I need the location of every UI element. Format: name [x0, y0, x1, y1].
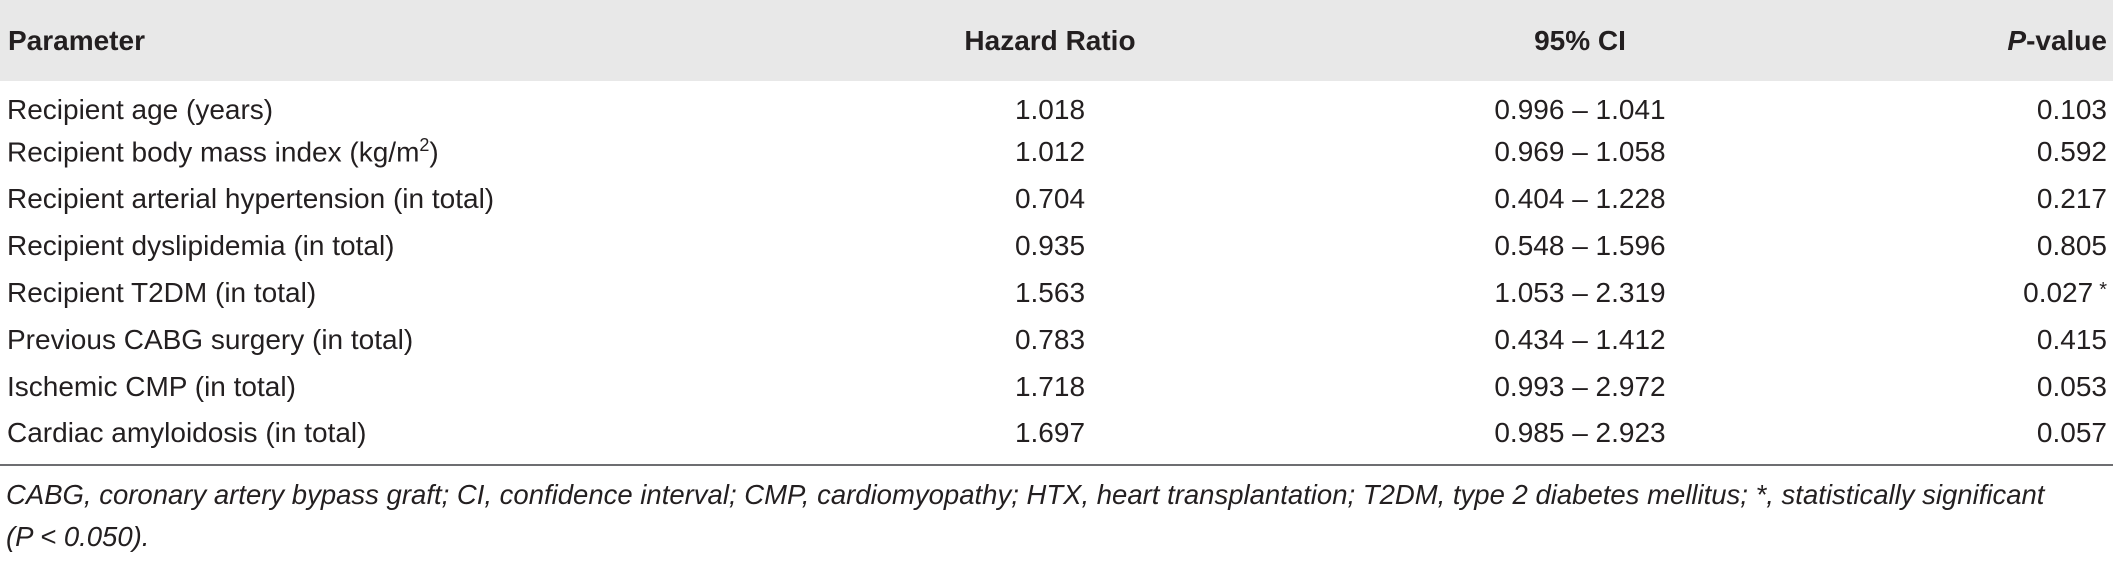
cell-ci: 0.548 – 1.596: [1494, 229, 1666, 261]
cell-parameter: Cardiac amyloidosis (in total): [0, 410, 760, 466]
cell-ci: 0.996 – 1.041: [1494, 94, 1666, 125]
header-p-value-italic: P: [2007, 24, 2027, 56]
cell-p-value: 0.027 *: [1820, 269, 2113, 316]
cell-parameter: Recipient dyslipidemia (in total): [7, 229, 395, 261]
cell-hazard-ratio: 0.783: [1014, 323, 1086, 355]
table-row: Recipient age (years) 1.018 0.996 – 1.04…: [0, 81, 2113, 128]
footnote-line-2: (P < 0.050).: [6, 521, 150, 552]
cell-ci: 0.969 – 1.058: [1494, 135, 1666, 167]
header-p-value: P-value: [1820, 0, 2113, 81]
cell-hazard-ratio: 1.018: [1014, 94, 1086, 125]
cell-parameter: Ischemic CMP (in total): [7, 370, 296, 402]
cell-p-value: 0.217: [2036, 182, 2107, 214]
significance-mark: *: [2099, 278, 2107, 301]
cell-parameter: Recipient arterial hypertension (in tota…: [7, 182, 495, 214]
cell-hazard-ratio: 0.935: [1014, 229, 1086, 261]
cell-parameter: Recipient body mass index (kg/m2): [0, 128, 760, 175]
table-row: Cardiac amyloidosis (in total) 1.697 0.9…: [0, 410, 2113, 466]
table-row: Recipient arterial hypertension (in tota…: [0, 175, 2113, 222]
cell-ci: 1.053 – 2.319: [1494, 276, 1666, 308]
cell-parameter-text: Recipient body mass index (kg/m: [7, 136, 420, 168]
table-row: Recipient dyslipidemia (in total) 0.935 …: [0, 222, 2113, 269]
table-footnote: CABG, coronary artery bypass graft; CI, …: [6, 474, 2106, 558]
cell-p-value: 0.805: [2036, 229, 2107, 261]
cell-p-value-number: 0.027: [2023, 276, 2094, 308]
cell-ci: 0.404 – 1.228: [1494, 182, 1666, 214]
cell-parameter-superscript: 2: [419, 134, 430, 155]
table-row: Recipient T2DM (in total) 1.563 1.053 – …: [0, 269, 2113, 316]
cell-p-value: 0.053: [2036, 370, 2107, 402]
cell-hazard-ratio: 0.704: [1014, 182, 1086, 214]
cell-p-value: 0.592: [2036, 135, 2107, 167]
cell-hazard-ratio: 1.563: [1014, 276, 1086, 308]
header-hazard-ratio: Hazard Ratio: [964, 24, 1136, 56]
cell-ci: 0.993 – 2.972: [1494, 370, 1666, 402]
footnote-line-1: CABG, coronary artery bypass graft; CI, …: [6, 479, 2045, 510]
hazard-ratio-table: Parameter Hazard Ratio 95% CI P-value Re…: [0, 0, 2113, 466]
header-p-value-suffix: -value: [2026, 24, 2107, 56]
table-row: Recipient body mass index (kg/m2) 1.012 …: [0, 128, 2113, 175]
cell-ci: 0.985 – 2.923: [1340, 410, 1820, 466]
cell-hazard-ratio: 1.697: [760, 410, 1340, 466]
cell-ci: 0.434 – 1.412: [1494, 323, 1666, 355]
table-header-row: Parameter Hazard Ratio 95% CI P-value: [0, 0, 2113, 81]
cell-parameter: Recipient T2DM (in total): [7, 276, 317, 308]
cell-parameter: Recipient age (years): [7, 94, 274, 125]
table-row: Previous CABG surgery (in total) 0.783 0…: [0, 316, 2113, 363]
table-row: Ischemic CMP (in total) 1.718 0.993 – 2.…: [0, 363, 2113, 410]
cell-p-value: 0.103: [2036, 94, 2107, 125]
header-ci: 95% CI: [1534, 24, 1626, 56]
cell-p-value: 0.057: [1820, 410, 2113, 466]
cell-hazard-ratio: 1.718: [1014, 370, 1086, 402]
cell-hazard-ratio: 1.012: [1014, 135, 1086, 167]
header-parameter: Parameter: [8, 24, 145, 56]
cell-p-value: 0.415: [2036, 323, 2107, 355]
cell-parameter-suffix: ): [429, 136, 439, 168]
cell-parameter: Previous CABG surgery (in total): [7, 323, 414, 355]
